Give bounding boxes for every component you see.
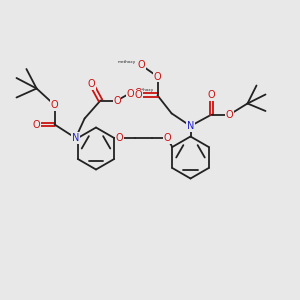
Text: O: O [163, 133, 171, 143]
Text: methoxy: methoxy [118, 60, 136, 64]
Text: N: N [187, 121, 194, 131]
Text: O: O [88, 79, 95, 89]
Text: O: O [208, 90, 215, 100]
Text: O: O [116, 133, 123, 143]
Text: O: O [113, 95, 121, 106]
Text: O: O [51, 100, 58, 110]
Text: O: O [154, 71, 161, 82]
Text: N: N [72, 133, 79, 143]
Text: O: O [134, 88, 142, 98]
Text: O: O [138, 60, 146, 70]
Text: O: O [127, 88, 134, 99]
Text: methoxy: methoxy [136, 88, 154, 92]
Text: O: O [33, 119, 41, 130]
Text: O: O [226, 110, 233, 120]
Text: O: O [135, 90, 142, 100]
